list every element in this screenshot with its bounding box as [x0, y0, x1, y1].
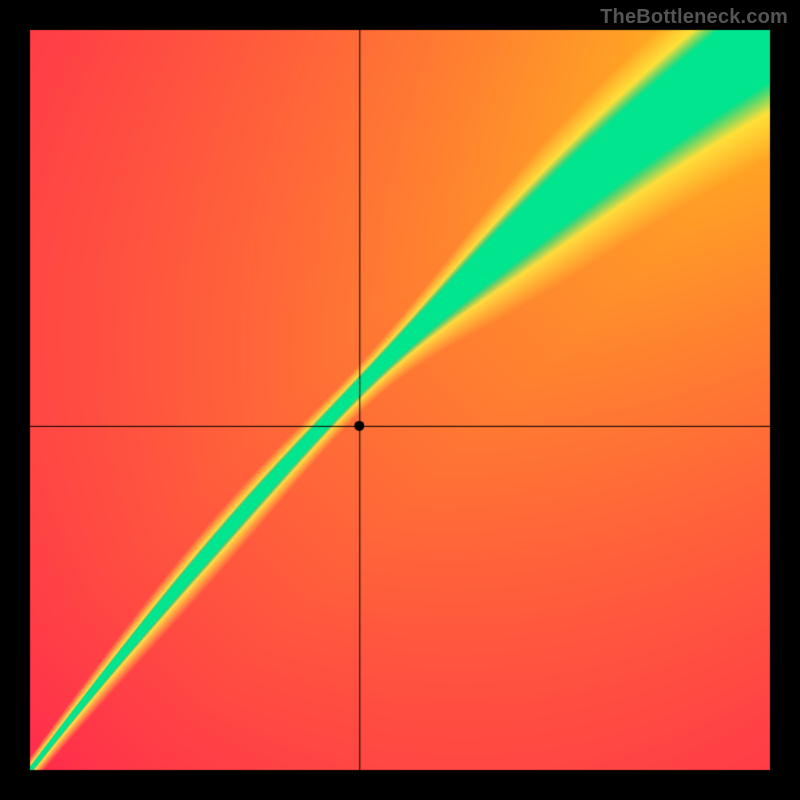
watermark-label: TheBottleneck.com [600, 6, 788, 29]
chart-container: TheBottleneck.com [0, 0, 800, 800]
heatmap-canvas [0, 0, 800, 800]
